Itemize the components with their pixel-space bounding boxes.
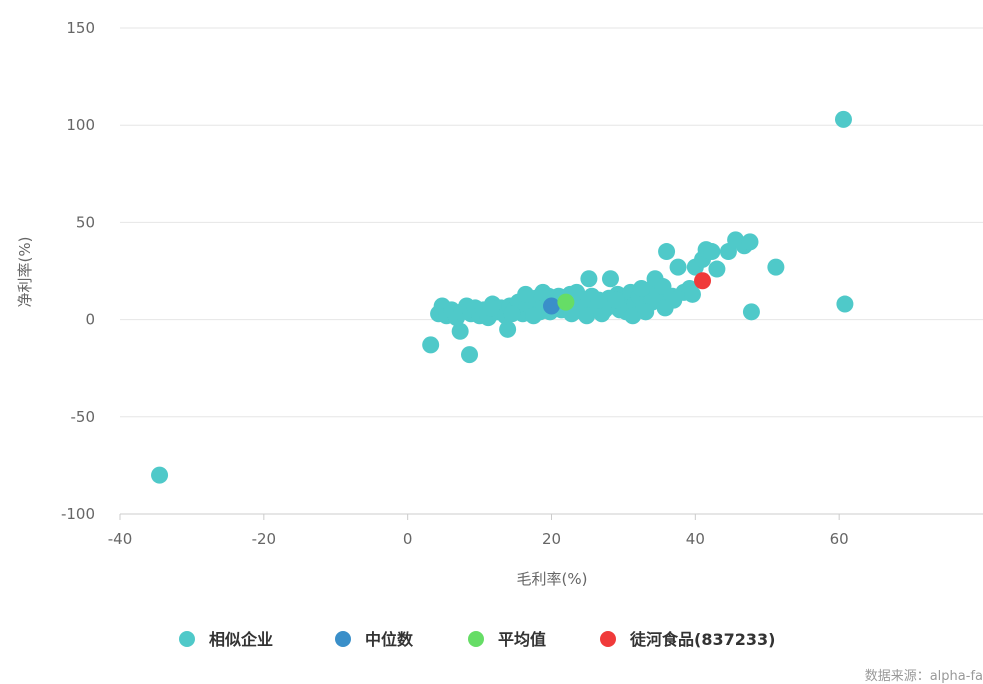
scatter-point-peer — [422, 336, 440, 354]
scatter-point-peer — [637, 303, 655, 321]
scatter-point-mean — [557, 293, 575, 311]
scatter-point-peer — [836, 295, 854, 313]
scatter-point-peer — [683, 285, 701, 303]
scatter-point-peer — [503, 305, 521, 323]
scatter-point-peer — [741, 233, 759, 251]
y-tick-label: 50 — [76, 213, 95, 231]
scatter-point-peer — [590, 291, 608, 309]
scatter-point-peer — [578, 307, 596, 325]
scatter-point-peer — [607, 291, 625, 309]
y-tick-label: 100 — [66, 116, 95, 134]
y-tick-label: 0 — [85, 311, 95, 329]
scatter-point-peer — [593, 305, 611, 323]
y-tick-label: -100 — [61, 505, 95, 523]
scatter-point-peer — [580, 270, 598, 288]
y-tick-label: -50 — [71, 408, 96, 426]
legend-marker — [179, 631, 195, 647]
legend-label: 徒河食品(837233) — [629, 630, 775, 649]
scatter-point-peer — [658, 243, 676, 261]
source-note: 数据来源：alpha-fa — [865, 669, 983, 684]
scatter-point-median — [543, 297, 560, 315]
legend-label: 平均值 — [498, 630, 546, 649]
scatter-point-peer — [703, 243, 721, 261]
data-points — [151, 110, 854, 484]
scatter-point-peer — [632, 279, 650, 297]
scatter-point-peer — [525, 307, 543, 325]
y-axis-title: 净利率(%) — [16, 237, 34, 308]
scatter-point-peer — [482, 299, 500, 317]
x-tick-label: 20 — [542, 530, 561, 548]
scatter-point-peer — [669, 258, 687, 276]
legend: 相似企业 中位数 平均值 徒河食品(837233) — [179, 630, 775, 649]
legend-marker — [468, 631, 484, 647]
scatter-point-peer — [742, 303, 760, 321]
scatter-point-peer — [601, 270, 619, 288]
scatter-point-peer — [834, 110, 852, 128]
scatter-point-peer — [767, 258, 785, 276]
x-tick-label: -20 — [252, 530, 277, 548]
x-tick-label: 60 — [830, 530, 849, 548]
x-axis-title: 毛利率(%) — [517, 570, 588, 588]
scatter-point-peer — [534, 283, 552, 301]
x-axis-ticks: -40 -20 0 20 40 60 — [108, 514, 849, 548]
scatter-point-peer — [665, 291, 683, 309]
scatter-point-peer — [708, 260, 726, 278]
scatter-point-peer — [451, 322, 469, 340]
legend-marker — [600, 631, 616, 647]
legend-label: 相似企业 — [209, 630, 273, 649]
legend-marker — [335, 631, 351, 647]
scatter-point-peer — [461, 346, 479, 364]
grid-lines — [120, 27, 983, 515]
scatter-point-peer — [517, 285, 535, 303]
legend-label: 中位数 — [365, 630, 414, 649]
y-axis-ticks: -100 -50 0 50 100 150 — [61, 19, 95, 523]
y-tick-label: 150 — [66, 19, 95, 37]
scatter-point-peer — [568, 283, 586, 301]
scatter-point-peer — [624, 307, 642, 325]
x-tick-label: 40 — [686, 530, 705, 548]
scatter-point-company — [694, 272, 712, 290]
scatter-point-peer — [151, 466, 169, 484]
x-tick-label: 0 — [403, 530, 413, 548]
scatter-point-peer — [499, 320, 517, 338]
x-tick-label: -40 — [108, 530, 133, 548]
